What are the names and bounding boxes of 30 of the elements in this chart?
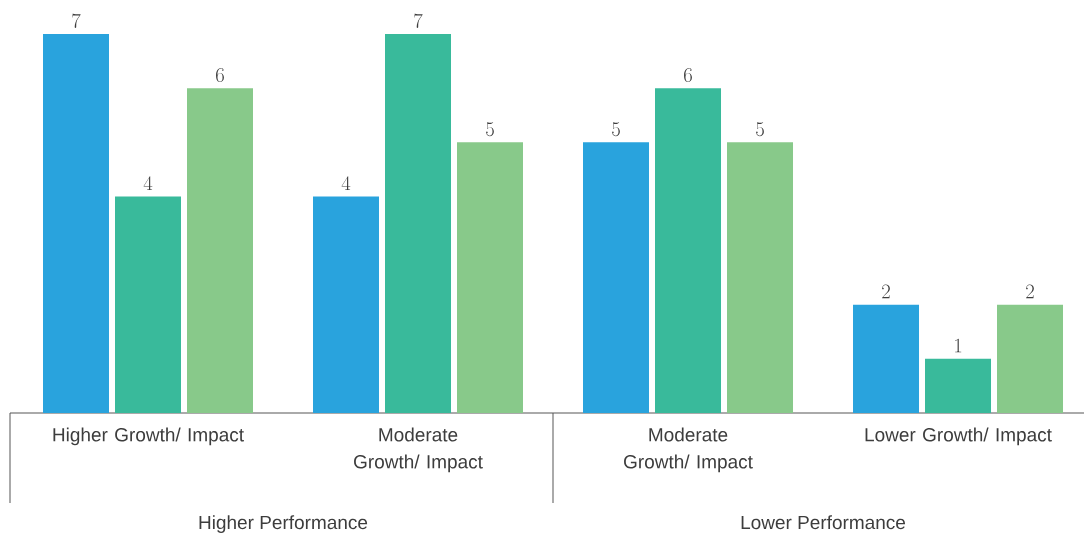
x-tick-label: Moderate Growth/ Impact <box>354 427 483 473</box>
data-label: 5 <box>612 122 620 137</box>
bar <box>925 358 992 413</box>
data-label: 2 <box>1026 284 1034 299</box>
bar <box>853 304 920 413</box>
data-label: 7 <box>414 13 423 28</box>
bar <box>385 34 451 413</box>
data-label: 7 <box>72 13 81 28</box>
data-label: 4 <box>143 176 153 190</box>
x-tick-label: Lower Growth/ Impact <box>865 427 1052 446</box>
bar <box>583 142 649 413</box>
bar <box>43 34 109 413</box>
bar <box>727 142 794 413</box>
text: Higher Performance <box>199 515 368 533</box>
bar <box>313 196 379 413</box>
data-label: 5 <box>756 122 764 137</box>
bar <box>457 142 523 413</box>
bar <box>655 88 722 413</box>
bar <box>187 88 253 413</box>
data-label: 2 <box>882 284 890 299</box>
x-tick-label: Moderate Growth/ Impact <box>624 427 753 473</box>
data-label: 6 <box>684 68 692 83</box>
data-label: 5 <box>486 122 494 137</box>
data-label: 6 <box>216 68 224 83</box>
bar <box>115 196 181 413</box>
data-label: 4 <box>341 176 351 190</box>
x-tick-label: Higher Growth/ Impact <box>53 427 244 446</box>
text: Lower Performance <box>741 515 906 530</box>
data-label: 1 <box>955 338 962 353</box>
bar <box>997 304 1064 413</box>
